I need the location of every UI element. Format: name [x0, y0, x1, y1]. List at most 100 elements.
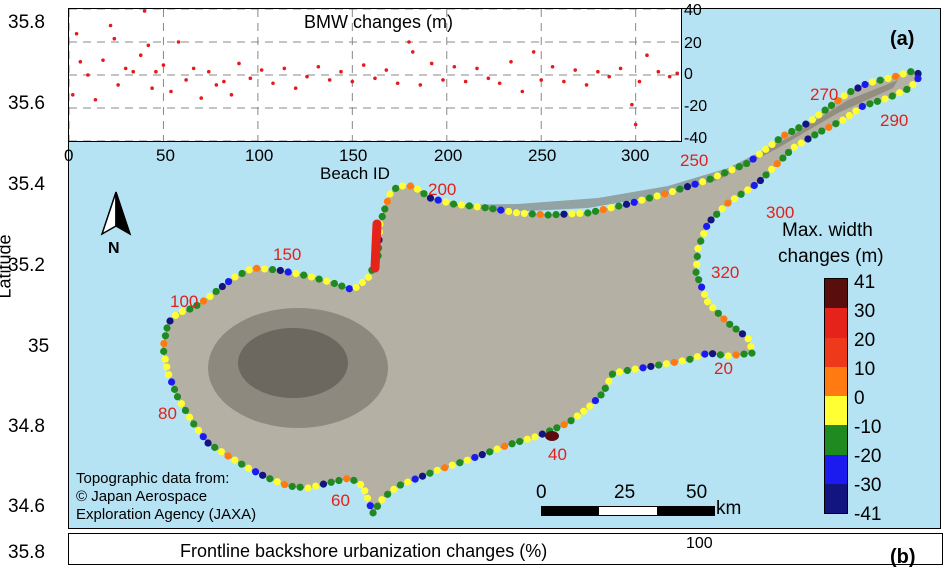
beach-dot [369, 509, 377, 517]
beach-dot [471, 453, 479, 462]
beach-dot [268, 265, 277, 274]
north-label: N [108, 240, 120, 257]
beach-dot [163, 363, 171, 371]
beach-dot [528, 210, 536, 218]
inset-point [142, 9, 147, 13]
beach-dot [779, 154, 787, 162]
beach-dot [552, 210, 560, 219]
beach-dot [194, 426, 203, 434]
inset-point [199, 96, 204, 100]
beach-dot [390, 485, 398, 493]
beach-dot [478, 451, 486, 459]
legend-label: -41 [854, 504, 882, 525]
beach-dot [899, 70, 907, 78]
beach-dot [718, 205, 726, 213]
beach-dot [580, 407, 588, 415]
beach-segment-red [370, 219, 382, 273]
beach-dot [173, 393, 182, 401]
beach-dot [381, 205, 389, 213]
beach-dot [888, 92, 896, 100]
beach-dot [638, 196, 646, 204]
inset-point [229, 93, 234, 97]
inset-point [191, 66, 196, 71]
beach-dot [259, 471, 267, 479]
beach-dot [728, 166, 736, 174]
beach-dot [160, 347, 168, 355]
beach-dot [373, 502, 382, 510]
inset-plot [69, 9, 681, 141]
beach-dot [163, 324, 171, 332]
beach-dot [307, 273, 316, 281]
beach-dot [647, 362, 655, 371]
credit-line-3: Exploration Agency (JAXA) [76, 506, 257, 523]
legend-swatch [825, 337, 847, 367]
beach-dot [512, 209, 521, 217]
beach-label-270: 270 [810, 85, 839, 104]
beach-dot [500, 442, 509, 450]
beach-dot [686, 355, 694, 363]
beach-dot [670, 358, 678, 366]
beach-dot [406, 182, 415, 190]
legend-label: 0 [854, 388, 865, 409]
beach-dot [358, 278, 366, 287]
beach-dot [895, 89, 904, 97]
beach-dot [676, 185, 684, 193]
beach-dot [386, 190, 394, 198]
inset-point [418, 83, 423, 87]
beach-dot [699, 178, 707, 186]
legend-swatch [825, 308, 847, 338]
inset-point [161, 63, 166, 67]
beach-dot [597, 391, 605, 399]
beach-dot [315, 275, 323, 283]
beach-dot [808, 116, 817, 124]
beach-dot [773, 160, 781, 168]
beach-dot [818, 127, 826, 135]
legend-labels: 41 30 20 10 0 -10 -20 -30 -41 [854, 272, 914, 525]
beach-dot [211, 443, 219, 451]
beach-dot [170, 385, 179, 393]
beach-dot [231, 273, 239, 281]
beach-dot [701, 350, 709, 358]
beach-dot [486, 448, 494, 456]
kyrenia-range [448, 80, 898, 212]
inset-point [539, 78, 544, 82]
beach-dot [599, 205, 607, 214]
inset-point [633, 122, 638, 127]
beach-dot [404, 478, 412, 486]
beach-dot [536, 210, 544, 219]
beach-dot [747, 342, 755, 351]
beach-dot [584, 209, 592, 217]
beach-label-20: 20 [714, 359, 733, 378]
inset-point [169, 89, 173, 94]
inset-point [131, 69, 136, 74]
inset-xtick-0: 0 [64, 146, 74, 165]
beach-dot [161, 355, 169, 363]
panel-b-right-tick: 100 [686, 535, 713, 552]
beach-dot [448, 461, 456, 469]
beach-dot [434, 196, 442, 204]
beach-dot [743, 159, 751, 168]
inset-ytick-neg40: -40 [684, 130, 708, 147]
scale-bar-segment-2 [599, 507, 657, 515]
beach-dot [231, 456, 239, 464]
beach-dot [392, 184, 400, 192]
inset-point [531, 50, 536, 54]
inset-point [350, 79, 355, 84]
inset-point [675, 71, 680, 76]
beach-dot [465, 202, 473, 210]
beach-dot [238, 269, 246, 278]
beach-dot [167, 378, 176, 386]
beach-dot [645, 194, 654, 202]
beach-dot [493, 445, 501, 453]
inset-point [384, 68, 389, 72]
inset-ytick-20: 20 [684, 35, 702, 52]
inset-point [316, 64, 321, 69]
inset-point [373, 76, 377, 81]
legend-title-2: changes (m) [778, 246, 884, 267]
inset-point [101, 58, 105, 62]
beach-dot [721, 169, 729, 177]
beach-dot [845, 111, 853, 120]
legend-swatch [825, 366, 847, 396]
beach-dot [708, 350, 717, 358]
legend-label: -20 [854, 446, 882, 467]
